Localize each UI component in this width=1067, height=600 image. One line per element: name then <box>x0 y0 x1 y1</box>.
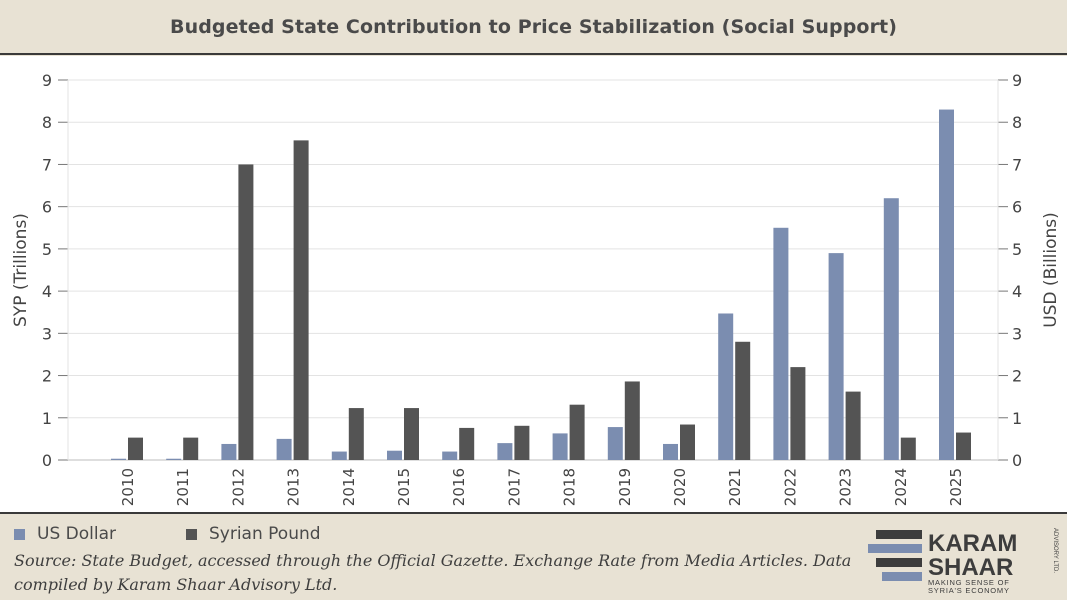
logo-tagline2: SYRIA'S ECONOMY <box>928 586 1010 594</box>
bar-syp-2014 <box>348 408 364 460</box>
bar-syp-2012 <box>238 164 254 460</box>
bar-usd-2017 <box>497 443 513 460</box>
y-tick-label-right: 2 <box>1012 367 1022 386</box>
x-tick-label-2024: 2024 <box>892 468 910 506</box>
bar-usd-2022 <box>773 227 789 460</box>
y-tick-label-right: 9 <box>1012 71 1022 90</box>
x-tick-label-2018: 2018 <box>561 468 579 506</box>
bar-syp-2013 <box>293 140 309 460</box>
bar-syp-2023 <box>845 391 861 460</box>
bar-syp-2019 <box>624 381 640 460</box>
x-tick-label-2017: 2017 <box>505 468 523 506</box>
chart-footer: US Dollar Syrian Pound Source: State Bud… <box>0 516 1067 600</box>
y-tick-label-left: 9 <box>42 71 52 90</box>
logo-tagline1: MAKING SENSE OF <box>928 578 1010 587</box>
bar-usd-2010 <box>111 458 126 460</box>
bar-syp-2017 <box>514 425 530 460</box>
y-tick-label-left: 5 <box>42 240 52 259</box>
x-tick-label-2012: 2012 <box>229 468 247 506</box>
x-tick-label-2020: 2020 <box>671 468 689 506</box>
logo-side-text: ADVISORY LTD. <box>1052 528 1058 573</box>
x-tick-label-2010: 2010 <box>119 468 137 506</box>
y-tick-label-left: 1 <box>42 409 52 428</box>
bar-usd-2019 <box>607 427 623 460</box>
x-tick-label-2022: 2022 <box>781 468 799 506</box>
legend-swatch-syp <box>185 528 197 540</box>
x-tick-label-2023: 2023 <box>837 468 855 506</box>
chart-header: Budgeted State Contribution to Price Sta… <box>0 0 1067 55</box>
y-tick-label-right: 5 <box>1012 240 1022 259</box>
bar-syp-2016 <box>459 427 475 460</box>
legend-label-usd: US Dollar <box>37 524 116 544</box>
bar-usd-2012 <box>221 443 237 460</box>
y-tick-label-right: 8 <box>1012 113 1022 132</box>
y-tick-label-left: 6 <box>42 198 52 217</box>
y-tick-label-left: 2 <box>42 367 52 386</box>
x-tick-label-2014: 2014 <box>340 468 358 506</box>
y-tick-label-left: 0 <box>42 451 52 470</box>
bar-usd-2014 <box>331 451 347 460</box>
bar-syp-2024 <box>900 437 916 460</box>
bar-usd-2025 <box>939 109 954 461</box>
y-axis-label-left: SYP (Trillions) <box>11 213 31 327</box>
legend-item-usd: US Dollar <box>14 524 116 544</box>
bar-syp-2011 <box>183 437 199 460</box>
logo-line1: KARAM <box>928 530 1017 557</box>
bar-usd-2024 <box>883 198 899 460</box>
karam-shaar-logo: KARAM SHAAR MAKING SENSE OF SYRIA'S ECON… <box>868 528 1058 594</box>
y-tick-label-right: 6 <box>1012 198 1022 217</box>
legend-item-syp: Syrian Pound <box>185 524 321 544</box>
logo-bars-icon <box>868 530 922 581</box>
bar-usd-2013 <box>276 438 292 460</box>
y-tick-label-left: 7 <box>42 155 52 174</box>
x-tick-label-2019: 2019 <box>616 468 634 506</box>
legend-label-syp: Syrian Pound <box>208 524 321 544</box>
y-axis-label-right: USD (Billions) <box>1041 212 1061 328</box>
x-tick-label-2021: 2021 <box>726 468 744 506</box>
bar-usd-2020 <box>663 443 678 460</box>
y-tick-label-right: 4 <box>1012 282 1022 301</box>
y-tick-label-left: 8 <box>42 113 52 132</box>
bar-syp-2021 <box>735 341 751 460</box>
bar-usd-2015 <box>387 450 402 460</box>
legend-swatch-usd <box>14 528 25 540</box>
bar-chart: 0 0 1 1 2 2 3 3 4 4 5 5 6 6 7 7 8 8 9 9 SYP (Trillions) USD (… <box>11 71 1061 506</box>
y-tick-label-right: 0 <box>1012 451 1022 470</box>
x-tick-label-2025: 2025 <box>947 468 965 506</box>
bar-syp-2020 <box>680 424 695 460</box>
logo-line2: SHAAR <box>928 554 1013 581</box>
bar-syp-2010 <box>128 437 143 460</box>
bar-syp-2015 <box>404 408 419 460</box>
y-tick-label-left: 4 <box>42 282 52 301</box>
source-note: Source: State Budget, accessed through t… <box>14 551 852 594</box>
x-tick-label-2016: 2016 <box>450 468 468 506</box>
y-tick-label-right: 3 <box>1012 324 1022 343</box>
chart-title: Budgeted State Contribution to Price Sta… <box>169 15 898 38</box>
x-tick-label-2015: 2015 <box>395 468 413 506</box>
y-tick-label-right: 1 <box>1012 409 1022 428</box>
x-tick-label-2013: 2013 <box>285 468 303 506</box>
bar-usd-2021 <box>718 313 734 460</box>
bar-syp-2022 <box>790 367 806 460</box>
x-tick-label-2011: 2011 <box>174 468 192 506</box>
bar-syp-2018 <box>569 404 585 460</box>
y-tick-label-left: 3 <box>42 324 52 343</box>
bar-usd-2011 <box>166 458 182 460</box>
bar-syp-2025 <box>956 432 971 460</box>
legend: US Dollar Syrian Pound <box>14 524 391 544</box>
bar-usd-2018 <box>552 433 568 460</box>
bar-usd-2016 <box>442 451 458 460</box>
bar-usd-2023 <box>828 253 844 460</box>
y-tick-label-right: 7 <box>1012 155 1022 174</box>
